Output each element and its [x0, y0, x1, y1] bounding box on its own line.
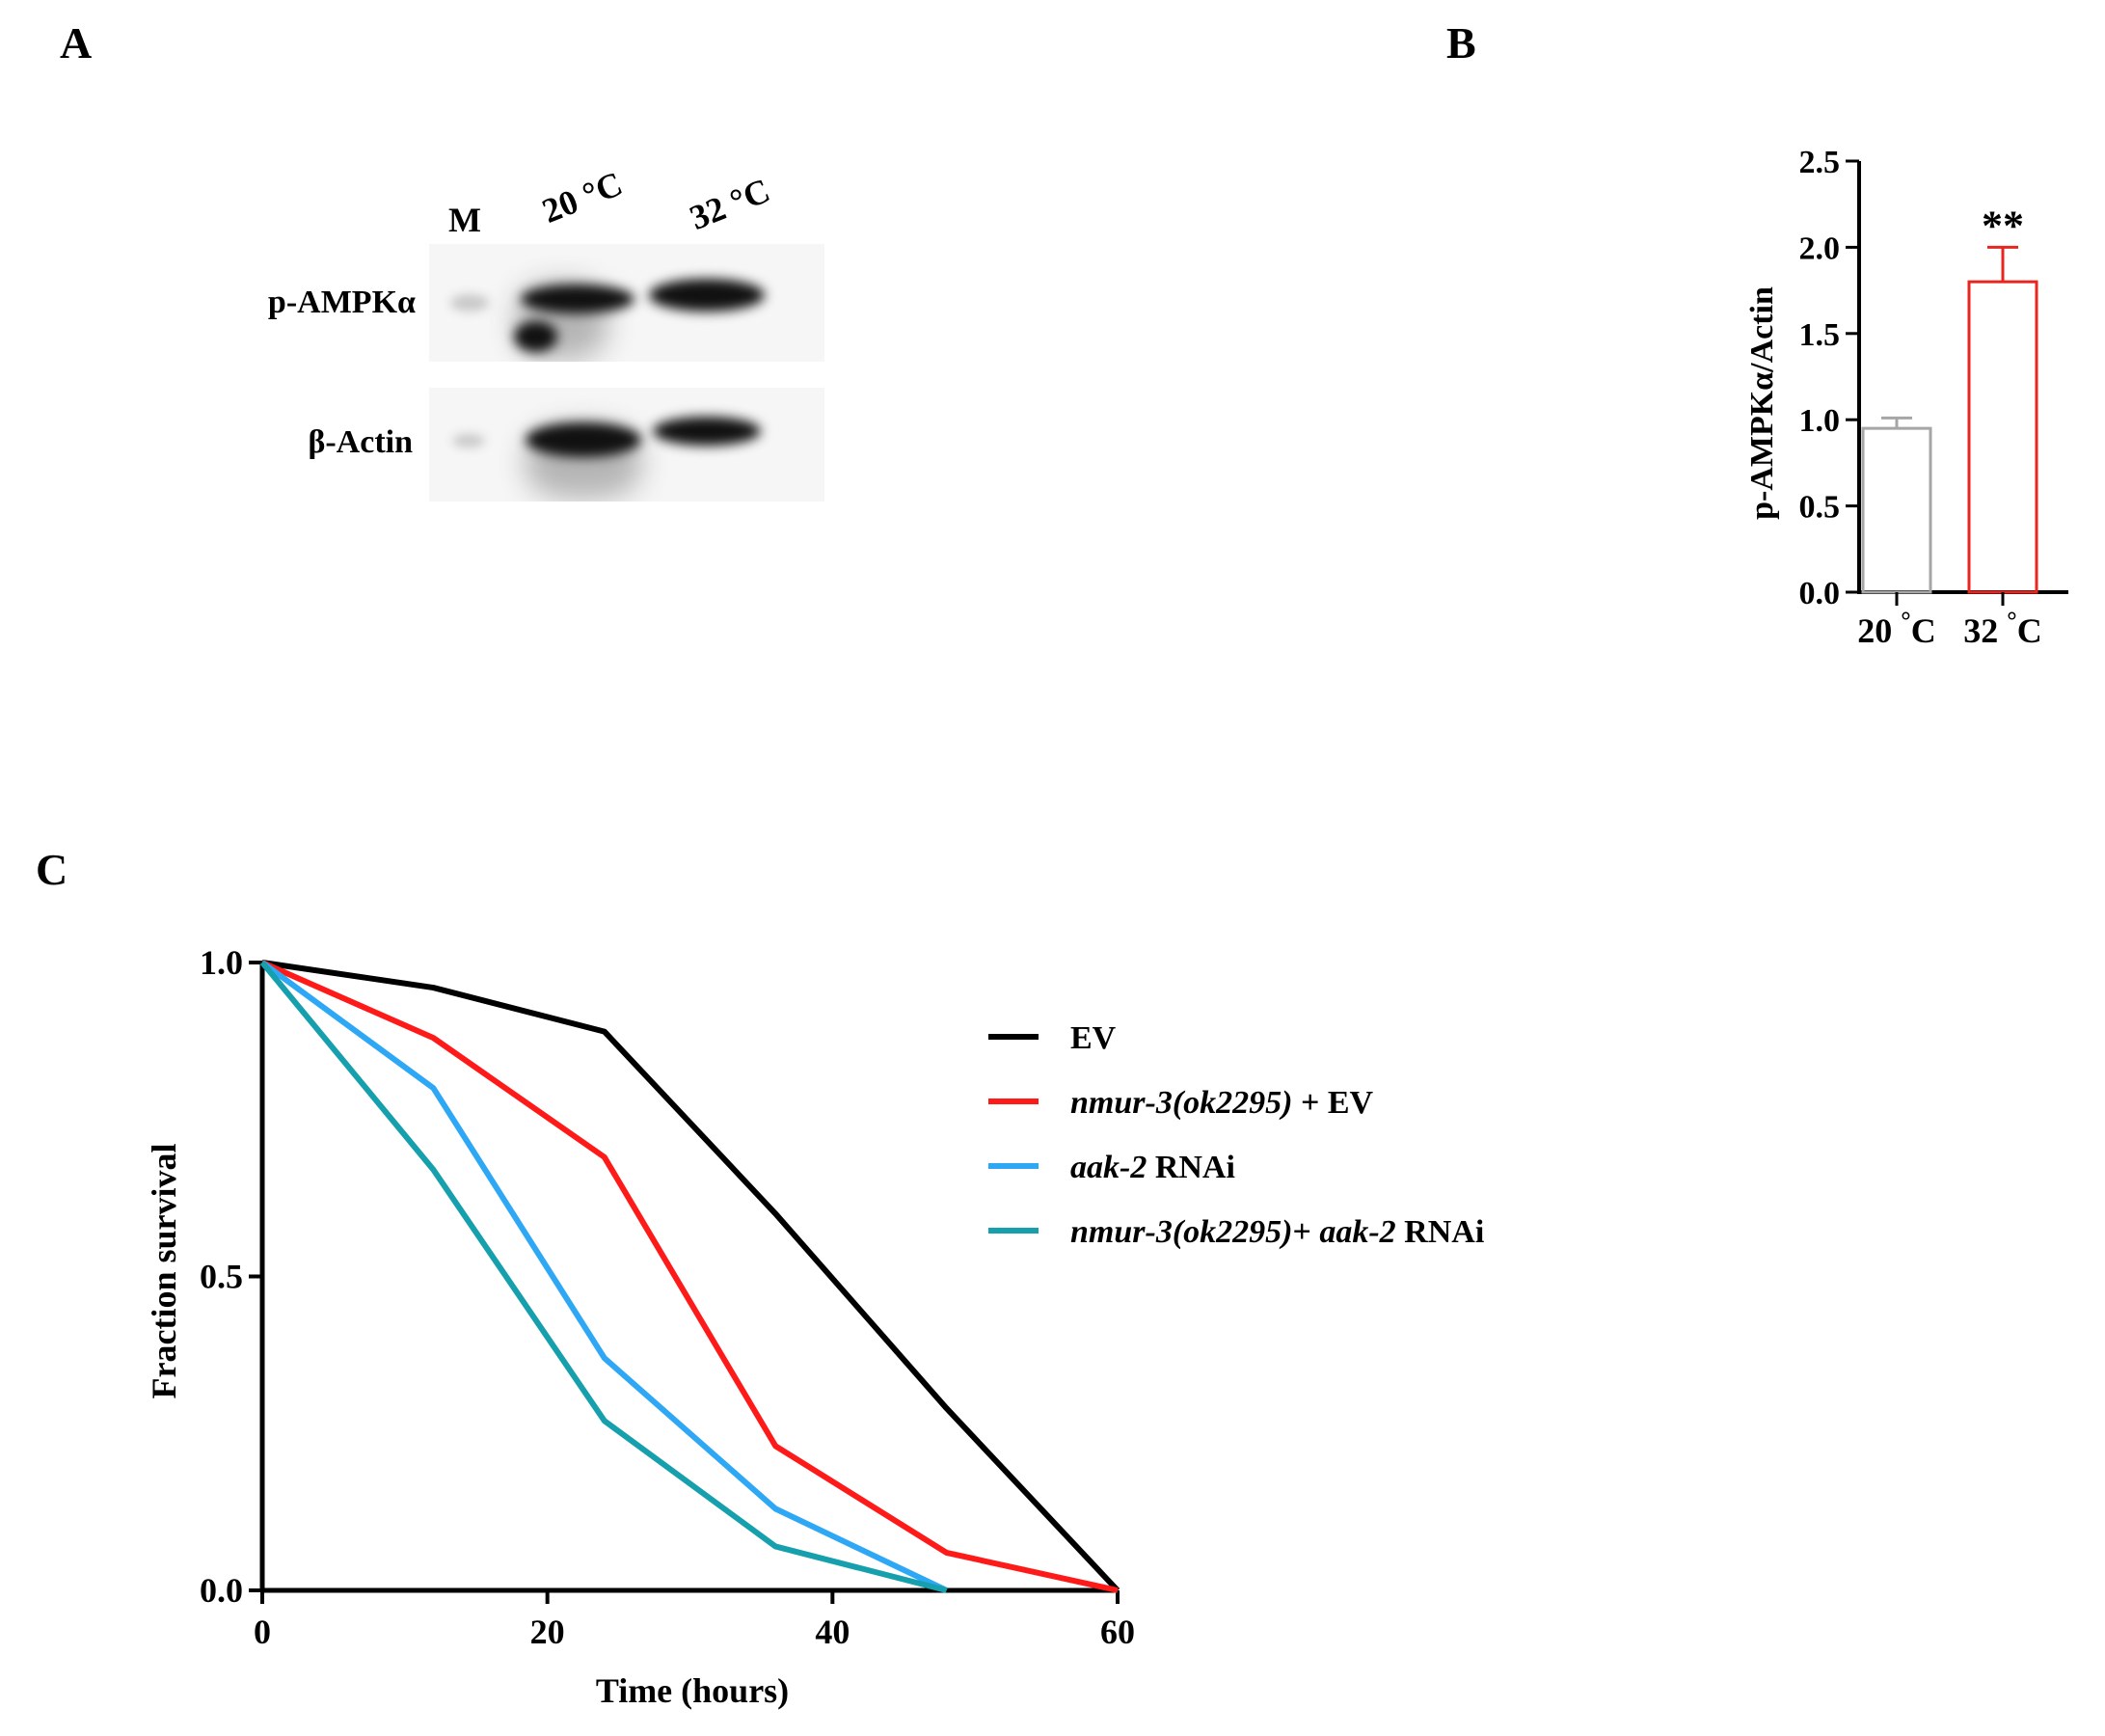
survival-line-series-2	[260, 960, 1119, 1593]
survival-chart-x-tick-label: 60	[1100, 1613, 1135, 1651]
bar-chart-y-tick-label: 2.5	[1799, 145, 1841, 180]
survival-line-series-1	[261, 960, 1120, 1593]
survival-chart-y-tick-label: 1.0	[200, 943, 243, 982]
survival-chart-x-axis-label: Time (hours)	[596, 1671, 789, 1710]
legend-label-series-3: aak-2 RNAi	[1070, 1150, 1235, 1185]
bar-chart-y-tick-label: 1.0	[1799, 403, 1841, 439]
blot-band-32c	[649, 279, 765, 312]
survival-chart-y-tick-label: 0.0	[200, 1571, 243, 1610]
survival-chart-x-tick-label: 0	[254, 1613, 271, 1651]
blot-strip-pampk	[429, 244, 824, 362]
bar-significance-annotation: **	[1982, 202, 2024, 249]
blot-row-label-pampk: p-AMPKα	[267, 285, 416, 320]
blot-band-20c-lower	[514, 321, 557, 352]
survival-chart-legend: EV nmur-3(ok2295) + EV aak-2 RNAi nmur-3(ok…	[988, 1020, 1484, 1250]
blot-row-label-actin: β-Actin	[308, 424, 413, 460]
bar-chart-y-tick-label: 0.5	[1799, 490, 1841, 526]
survival-line-series-3	[260, 960, 948, 1593]
legend-label-series-1: EV	[1070, 1020, 1117, 1056]
legend-label-series-4: nmur-3(ok2295)+ aak-2 RNAi	[1070, 1214, 1484, 1250]
blot-lane-label-m: M	[448, 201, 481, 239]
panel-label-a: A	[60, 18, 93, 68]
bar-chart-y-axis-label: p-AMPKα/Actin	[1744, 286, 1780, 520]
survival-chart-x-tick-label: 20	[530, 1613, 565, 1651]
bar-chart-x-tick-label: 32 °C	[1963, 607, 2041, 650]
blot-band-20c	[521, 285, 634, 313]
blot-band-32c	[653, 417, 761, 446]
blot-strip-actin	[429, 388, 824, 502]
panel-label-b: B	[1446, 18, 1476, 68]
bar-chart-x-tick-label: 20 °C	[1857, 607, 1935, 650]
blot-band-20c	[526, 422, 641, 457]
blot-marker-band	[450, 294, 489, 312]
survival-line-series-4	[259, 961, 948, 1593]
panel-label-c: C	[36, 845, 68, 894]
bar-chart-y-tick-label: 1.5	[1799, 317, 1841, 353]
bar-chart-y-tick-label: 0.0	[1799, 576, 1841, 611]
bar-chart-y-tick-label: 2.0	[1799, 231, 1841, 266]
blot-marker-band	[452, 434, 485, 448]
survival-chart-y-axis-label: Fraction survival	[145, 1144, 183, 1399]
legend-label-series-2: nmur-3(ok2295) + EV	[1070, 1085, 1374, 1121]
survival-chart-y-tick-label: 0.5	[200, 1258, 243, 1296]
survival-chart-x-tick-label: 40	[815, 1613, 850, 1651]
